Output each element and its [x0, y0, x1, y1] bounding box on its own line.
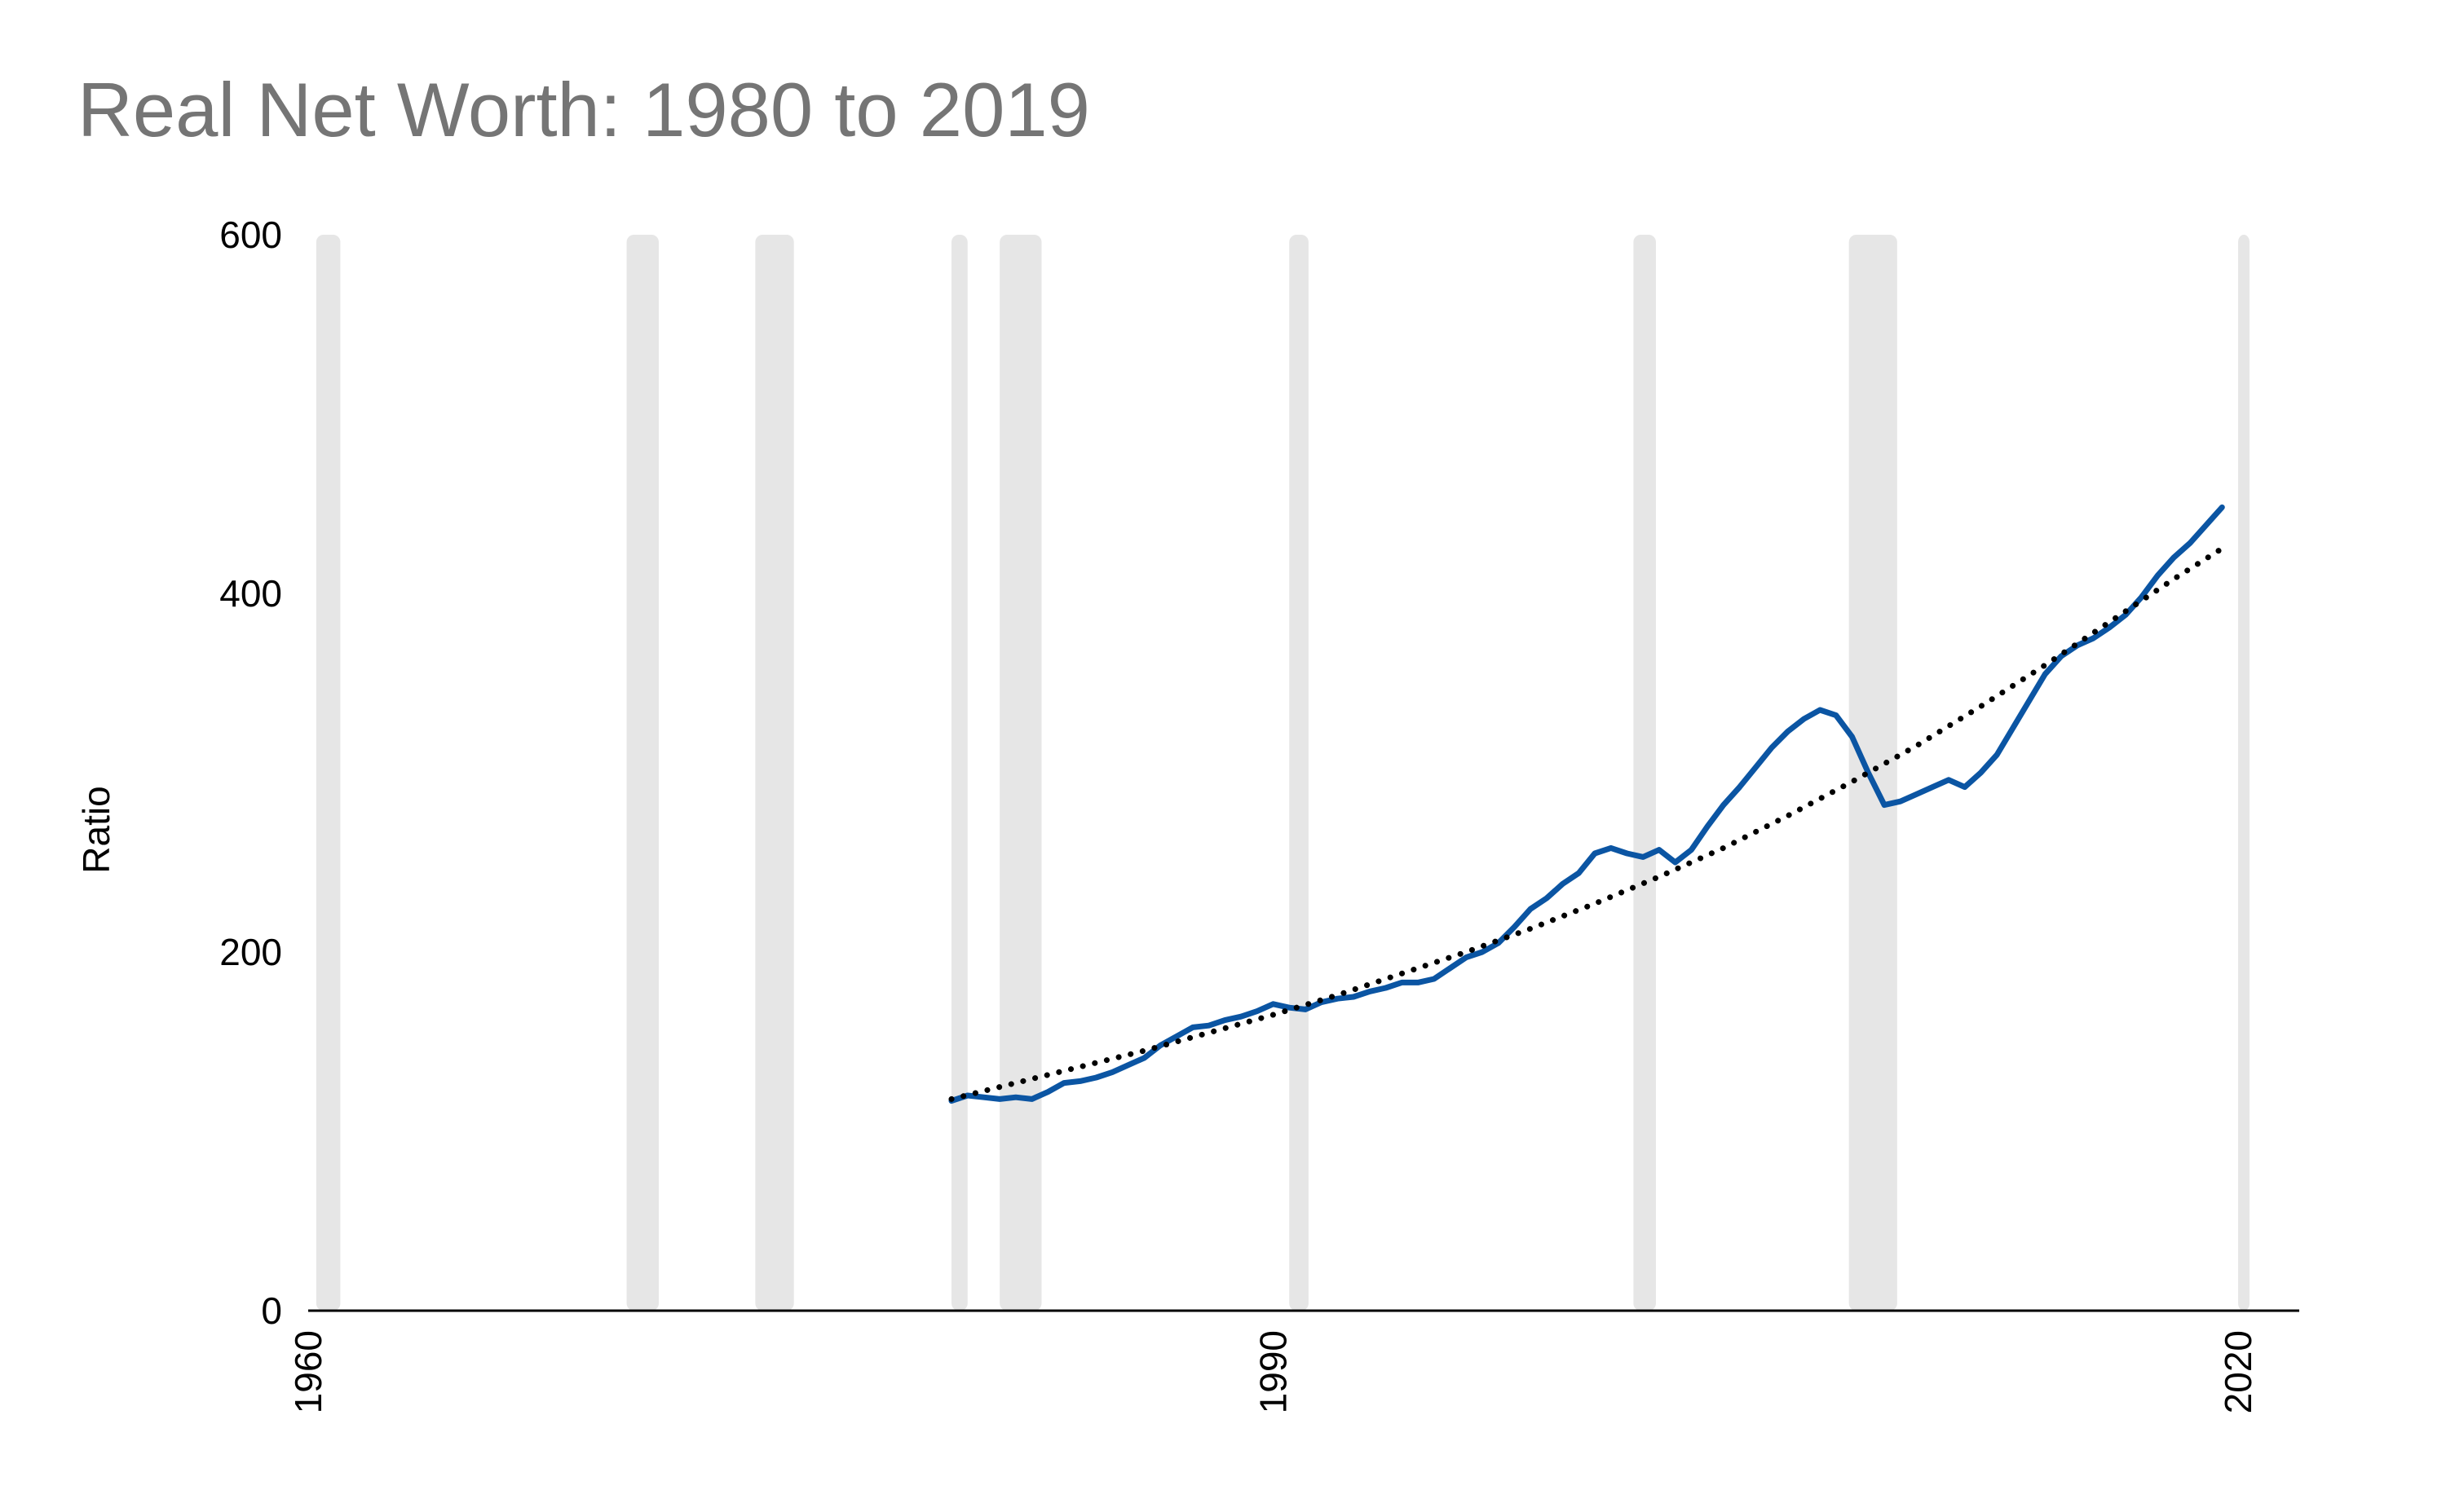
recession-band — [1289, 235, 1309, 1311]
recession-band — [755, 235, 794, 1311]
y-axis-title: Ratio — [75, 786, 117, 873]
y-tick-label: 600 — [219, 214, 282, 256]
y-tick-label: 400 — [219, 572, 282, 615]
x-tick-label: 2020 — [2217, 1330, 2259, 1413]
trend-line — [948, 545, 2225, 1102]
y-tick-label: 0 — [261, 1289, 282, 1332]
recession-band — [1633, 235, 1656, 1311]
net-worth-line — [948, 504, 2225, 1104]
x-tick-label: 1960 — [287, 1330, 329, 1413]
recession-band — [2238, 235, 2250, 1311]
x-tick-label: 1990 — [1252, 1330, 1295, 1413]
recession-band — [316, 235, 341, 1311]
series-lines — [948, 504, 2225, 1104]
recession-bands — [316, 235, 2250, 1311]
x-tick-labels: 1960 1990 2020 — [287, 1330, 2259, 1413]
y-tick-label: 200 — [219, 931, 282, 973]
y-tick-labels: 0 200 400 600 — [219, 214, 282, 1332]
recession-band — [1848, 235, 1897, 1311]
recession-band — [626, 235, 660, 1311]
recession-band — [951, 235, 968, 1311]
chart-title: Real Net Worth: 1980 to 2019 — [77, 67, 1090, 152]
recession-band — [1000, 235, 1042, 1311]
